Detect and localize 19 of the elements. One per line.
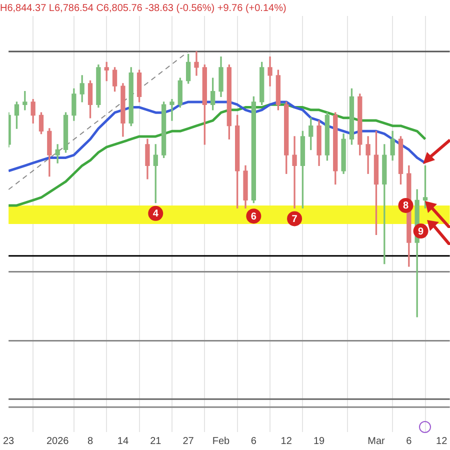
x-tick-label: 12 bbox=[436, 436, 448, 447]
x-tick-label: 6 bbox=[406, 436, 412, 447]
x-tick-label: 27 bbox=[182, 436, 194, 447]
annotation: 8 bbox=[402, 200, 409, 212]
chart-title: H6,844.37 L6,786.54 C6,805.76 -38.63 (-0.56%) +9.76 (+0.14%) bbox=[0, 2, 286, 14]
x-tick-label: Mar bbox=[368, 436, 386, 447]
x-tick-label: 2026 bbox=[46, 436, 70, 447]
x-tick-label: 21 bbox=[150, 436, 162, 447]
annotation: 9 bbox=[418, 226, 424, 238]
x-tick-label: Feb bbox=[212, 436, 230, 447]
x-tick-label: 14 bbox=[117, 436, 129, 447]
x-tick-label: 23 bbox=[3, 436, 15, 447]
annotation: 7 bbox=[292, 214, 298, 225]
annotation: 4 bbox=[152, 208, 159, 220]
x-tick-label: 6 bbox=[250, 436, 257, 447]
x-tick-label: 19 bbox=[313, 436, 326, 447]
x-tick-label: 8 bbox=[87, 436, 94, 447]
annotation: 6 bbox=[250, 211, 257, 222]
x-tick-label: 12 bbox=[280, 436, 292, 447]
